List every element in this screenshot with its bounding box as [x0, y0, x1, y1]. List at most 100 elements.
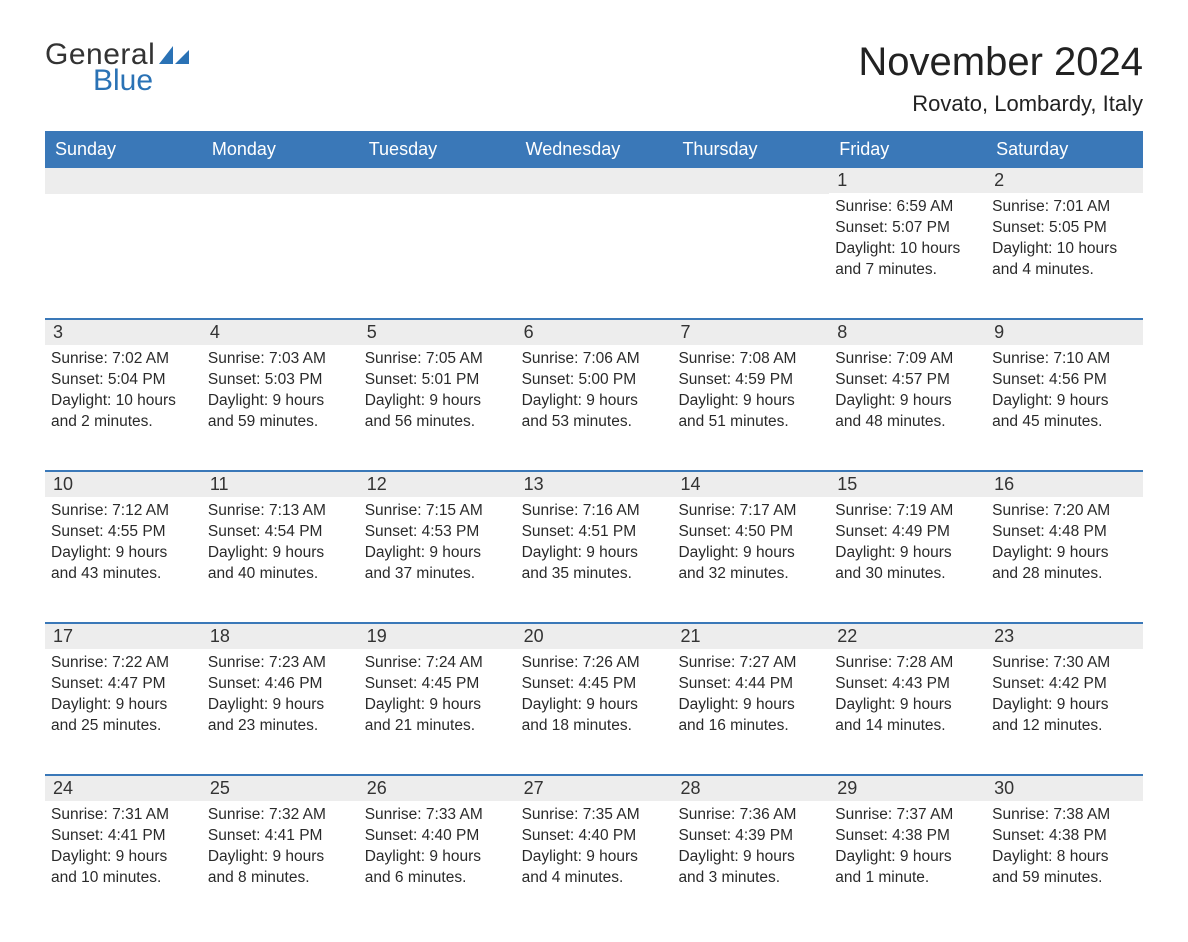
day-cell [45, 168, 202, 294]
sunset: Sunset: 4:49 PM [835, 522, 980, 543]
day-number: 30 [986, 776, 1143, 801]
day-details: Sunrise: 7:10 AMSunset: 4:56 PMDaylight:… [986, 345, 1143, 433]
sunset: Sunset: 4:45 PM [365, 674, 510, 695]
day-cell: 30Sunrise: 7:38 AMSunset: 4:38 PMDayligh… [986, 776, 1143, 902]
sunset: Sunset: 4:38 PM [992, 826, 1137, 847]
day-number: 11 [202, 472, 359, 497]
day-details: Sunrise: 7:28 AMSunset: 4:43 PMDaylight:… [829, 649, 986, 737]
sunset: Sunset: 4:46 PM [208, 674, 353, 695]
day-number: 1 [829, 168, 986, 193]
weekday-header: Tuesday [359, 131, 516, 168]
empty-day [359, 168, 516, 194]
sunset: Sunset: 4:41 PM [208, 826, 353, 847]
day-cell: 17Sunrise: 7:22 AMSunset: 4:47 PMDayligh… [45, 624, 202, 750]
day-cell: 16Sunrise: 7:20 AMSunset: 4:48 PMDayligh… [986, 472, 1143, 598]
day-details: Sunrise: 7:09 AMSunset: 4:57 PMDaylight:… [829, 345, 986, 433]
daylight: Daylight: 9 hours and 45 minutes. [992, 391, 1137, 433]
day-details: Sunrise: 7:31 AMSunset: 4:41 PMDaylight:… [45, 801, 202, 889]
day-cell [202, 168, 359, 294]
sunset: Sunset: 5:07 PM [835, 218, 980, 239]
day-cell: 29Sunrise: 7:37 AMSunset: 4:38 PMDayligh… [829, 776, 986, 902]
sunset: Sunset: 5:04 PM [51, 370, 196, 391]
daylight: Daylight: 9 hours and 6 minutes. [365, 847, 510, 889]
daylight: Daylight: 9 hours and 37 minutes. [365, 543, 510, 585]
daylight: Daylight: 8 hours and 59 minutes. [992, 847, 1137, 889]
sunrise: Sunrise: 7:27 AM [678, 653, 823, 674]
day-number: 6 [516, 320, 673, 345]
day-details: Sunrise: 7:03 AMSunset: 5:03 PMDaylight:… [202, 345, 359, 433]
daylight: Daylight: 9 hours and 1 minute. [835, 847, 980, 889]
sunset: Sunset: 5:03 PM [208, 370, 353, 391]
day-number: 12 [359, 472, 516, 497]
day-number: 5 [359, 320, 516, 345]
week-row: 10Sunrise: 7:12 AMSunset: 4:55 PMDayligh… [45, 470, 1143, 598]
day-number: 20 [516, 624, 673, 649]
sunrise: Sunrise: 7:02 AM [51, 349, 196, 370]
sunrise: Sunrise: 7:03 AM [208, 349, 353, 370]
sunset: Sunset: 5:01 PM [365, 370, 510, 391]
sunset: Sunset: 5:05 PM [992, 218, 1137, 239]
sunset: Sunset: 4:57 PM [835, 370, 980, 391]
sunrise: Sunrise: 7:01 AM [992, 197, 1137, 218]
daylight: Daylight: 9 hours and 18 minutes. [522, 695, 667, 737]
week-row: 3Sunrise: 7:02 AMSunset: 5:04 PMDaylight… [45, 318, 1143, 446]
day-details: Sunrise: 6:59 AMSunset: 5:07 PMDaylight:… [829, 193, 986, 281]
week-row: 24Sunrise: 7:31 AMSunset: 4:41 PMDayligh… [45, 774, 1143, 902]
day-details: Sunrise: 7:27 AMSunset: 4:44 PMDaylight:… [672, 649, 829, 737]
daylight: Daylight: 9 hours and 59 minutes. [208, 391, 353, 433]
week-row: 1Sunrise: 6:59 AMSunset: 5:07 PMDaylight… [45, 168, 1143, 294]
day-details: Sunrise: 7:32 AMSunset: 4:41 PMDaylight:… [202, 801, 359, 889]
day-cell: 27Sunrise: 7:35 AMSunset: 4:40 PMDayligh… [516, 776, 673, 902]
logo-text: General Blue [45, 40, 155, 96]
daylight: Daylight: 9 hours and 40 minutes. [208, 543, 353, 585]
sunrise: Sunrise: 7:24 AM [365, 653, 510, 674]
daylight: Daylight: 10 hours and 7 minutes. [835, 239, 980, 281]
calendar: Sunday Monday Tuesday Wednesday Thursday… [45, 131, 1143, 902]
day-number: 10 [45, 472, 202, 497]
sunrise: Sunrise: 7:38 AM [992, 805, 1137, 826]
sunrise: Sunrise: 7:19 AM [835, 501, 980, 522]
day-number: 29 [829, 776, 986, 801]
sunrise: Sunrise: 7:08 AM [678, 349, 823, 370]
logo-flag-icon [159, 44, 189, 71]
day-cell: 9Sunrise: 7:10 AMSunset: 4:56 PMDaylight… [986, 320, 1143, 446]
day-details: Sunrise: 7:36 AMSunset: 4:39 PMDaylight:… [672, 801, 829, 889]
day-details: Sunrise: 7:26 AMSunset: 4:45 PMDaylight:… [516, 649, 673, 737]
day-cell: 25Sunrise: 7:32 AMSunset: 4:41 PMDayligh… [202, 776, 359, 902]
daylight: Daylight: 9 hours and 21 minutes. [365, 695, 510, 737]
logo-word-blue: Blue [93, 66, 155, 96]
day-number: 17 [45, 624, 202, 649]
day-cell: 19Sunrise: 7:24 AMSunset: 4:45 PMDayligh… [359, 624, 516, 750]
daylight: Daylight: 9 hours and 56 minutes. [365, 391, 510, 433]
sunrise: Sunrise: 7:33 AM [365, 805, 510, 826]
day-number: 24 [45, 776, 202, 801]
month-title: November 2024 [858, 40, 1143, 85]
sunset: Sunset: 4:56 PM [992, 370, 1137, 391]
day-details: Sunrise: 7:19 AMSunset: 4:49 PMDaylight:… [829, 497, 986, 585]
daylight: Daylight: 9 hours and 10 minutes. [51, 847, 196, 889]
day-details: Sunrise: 7:24 AMSunset: 4:45 PMDaylight:… [359, 649, 516, 737]
day-cell: 3Sunrise: 7:02 AMSunset: 5:04 PMDaylight… [45, 320, 202, 446]
sunrise: Sunrise: 6:59 AM [835, 197, 980, 218]
day-number: 18 [202, 624, 359, 649]
day-number: 28 [672, 776, 829, 801]
sunrise: Sunrise: 7:06 AM [522, 349, 667, 370]
day-details: Sunrise: 7:30 AMSunset: 4:42 PMDaylight:… [986, 649, 1143, 737]
day-cell: 6Sunrise: 7:06 AMSunset: 5:00 PMDaylight… [516, 320, 673, 446]
sunset: Sunset: 4:47 PM [51, 674, 196, 695]
weeks-container: 1Sunrise: 6:59 AMSunset: 5:07 PMDaylight… [45, 168, 1143, 902]
day-cell: 22Sunrise: 7:28 AMSunset: 4:43 PMDayligh… [829, 624, 986, 750]
day-cell [672, 168, 829, 294]
sunset: Sunset: 4:51 PM [522, 522, 667, 543]
sunset: Sunset: 4:45 PM [522, 674, 667, 695]
day-cell: 23Sunrise: 7:30 AMSunset: 4:42 PMDayligh… [986, 624, 1143, 750]
sunrise: Sunrise: 7:12 AM [51, 501, 196, 522]
day-number: 15 [829, 472, 986, 497]
sunrise: Sunrise: 7:36 AM [678, 805, 823, 826]
day-cell: 8Sunrise: 7:09 AMSunset: 4:57 PMDaylight… [829, 320, 986, 446]
day-number: 2 [986, 168, 1143, 193]
sunrise: Sunrise: 7:31 AM [51, 805, 196, 826]
daylight: Daylight: 10 hours and 4 minutes. [992, 239, 1137, 281]
day-details: Sunrise: 7:38 AMSunset: 4:38 PMDaylight:… [986, 801, 1143, 889]
daylight: Daylight: 9 hours and 51 minutes. [678, 391, 823, 433]
